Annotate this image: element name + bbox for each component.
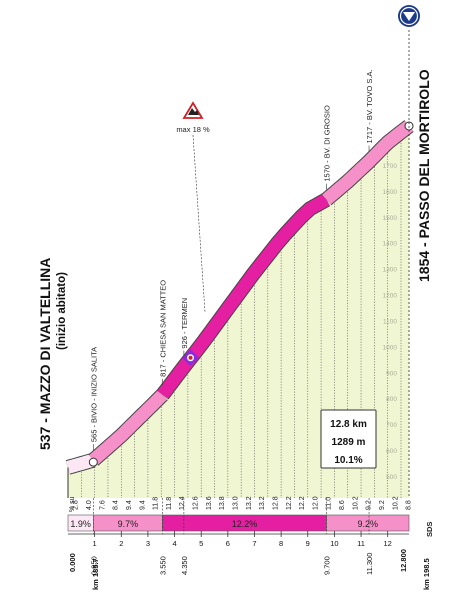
sds-logo: SDS	[425, 522, 434, 537]
km-mark-label: 0.950	[89, 556, 98, 575]
altitude-tick-label: 900	[386, 370, 397, 377]
gradient-value: 10.2	[392, 496, 399, 510]
km-mark-label: 11.300	[365, 553, 374, 575]
finish-km-climb: 12.800	[399, 549, 408, 572]
gradient-value: 8.4	[113, 500, 120, 510]
gradient-value: 4.0	[86, 500, 93, 510]
finish-km-race: km 198.5	[422, 558, 431, 590]
gradient-value: 9.4	[139, 500, 146, 510]
altitude-tick-label: 1300	[383, 267, 398, 274]
gradient-value: 7.6	[99, 500, 106, 510]
gradient-header: % su	[69, 496, 76, 512]
altitude-tick-label: 1000	[383, 344, 398, 351]
waypoint-label: 1570 - BV. DI GROSIO	[322, 105, 331, 182]
gradient-value: 13.2	[246, 496, 253, 510]
altitude-tick-label: 1700	[383, 163, 398, 170]
km-tick-label: 11	[357, 539, 365, 548]
gradient-value: 12.8	[272, 496, 279, 510]
gradient-value: 13.6	[206, 496, 213, 510]
km-mark-label: 4.350	[180, 556, 189, 575]
gradient-value: 12.4	[179, 496, 186, 510]
start-name: 537 - MAZZO DI VALTELLINA	[37, 258, 53, 450]
altitude-tick-label: 1100	[383, 318, 397, 325]
max-gradient-warning: max 18 %	[176, 101, 210, 313]
gradient-value: 2.8	[73, 500, 80, 510]
waypoint-label: 565 - BIVIO - INIZIO SALITA	[89, 347, 98, 442]
gradient-value: 12.0	[312, 496, 319, 510]
km-mark-label: 3.550	[159, 556, 168, 575]
finish-label-group: 1854 - PASSO DEL MORTIROLO	[416, 69, 432, 282]
km-mark-label: 9.700	[322, 556, 331, 575]
altitude-tick-label: 700	[386, 422, 397, 429]
km-tick-label: 2	[119, 539, 123, 548]
start-km-race: km 185.7	[91, 558, 100, 590]
altitude-tick-label: 800	[386, 396, 397, 403]
km-tick-label: 12	[384, 539, 392, 548]
waypoint-label: 1717 - BV. TOVO S.A.	[365, 69, 374, 143]
waypoint-label: 926 - TERMEN	[180, 298, 189, 349]
finish-flag-icon	[398, 5, 420, 27]
km-tick-label: 3	[146, 539, 150, 548]
gradient-value: 10.2	[352, 496, 359, 510]
km-tick-label: 1	[93, 539, 97, 548]
gradient-value: 11.8	[153, 497, 160, 510]
km-tick-label: 8	[279, 539, 283, 548]
gradient-value: 8.6	[339, 500, 346, 510]
gradient-value: 9.4	[126, 500, 133, 510]
km-tick-label: 5	[199, 539, 203, 548]
altitude-tick-label: 600	[386, 448, 397, 455]
climb-stats-box: 12.8 km 1289 m 10.1%	[320, 409, 377, 469]
gradient-value: 12.2	[299, 496, 306, 510]
start-km-climb: 0.000	[68, 553, 77, 572]
km-tick-label: 9	[306, 539, 310, 548]
gradient-value: 8.8	[406, 500, 413, 510]
max-gradient-dot-center	[188, 355, 193, 360]
stats-avg: 10.1%	[334, 455, 362, 466]
altitude-tick-label: 1500	[383, 215, 398, 222]
stats-gain: 1289 m	[332, 437, 366, 448]
gradient-value: 9.2	[379, 500, 386, 510]
waypoint-dot	[88, 457, 98, 467]
gradient-band-label: 9.7%	[118, 519, 139, 529]
start-label-group: 537 - MAZZO DI VALTELLINA (inizio abitat…	[37, 258, 68, 450]
finish-name: 1854 - PASSO DEL MORTIROLO	[416, 69, 432, 282]
road-segment	[89, 390, 168, 466]
gradient-value: 12.2	[286, 496, 293, 510]
gradient-value: 13.0	[233, 496, 240, 510]
gradient-band-label: 12.2%	[232, 519, 258, 529]
gradient-value: 11.8	[166, 497, 173, 510]
gradient-value: 11.0	[326, 497, 333, 510]
gradient-value: 13.8	[219, 496, 226, 510]
max-gradient-label: max 18 %	[176, 125, 210, 134]
altitude-tick-label: 1600	[383, 189, 398, 196]
waypoint-label: 817 - CHIESA SAN MATTEO	[159, 280, 168, 377]
gradient-band-label: 1.9%	[70, 519, 91, 529]
gradient-value: 13.2	[259, 496, 266, 510]
altitude-tick-label: 500	[386, 474, 397, 481]
km-tick-label: 4	[172, 539, 176, 548]
km-tick-label: 7	[252, 539, 256, 548]
gradient-band-label: 9.2%	[357, 519, 378, 529]
road-segment	[322, 120, 413, 205]
km-tick-label: 10	[330, 539, 338, 548]
gradient-value: 12.6	[193, 496, 200, 510]
altitude-tick-label: 1400	[383, 241, 398, 248]
km-tick-label: 6	[226, 539, 230, 548]
start-note: (inizio abitato)	[56, 272, 68, 350]
stats-length: 12.8 km	[330, 419, 367, 430]
altitude-tick-label: 1200	[383, 293, 398, 300]
